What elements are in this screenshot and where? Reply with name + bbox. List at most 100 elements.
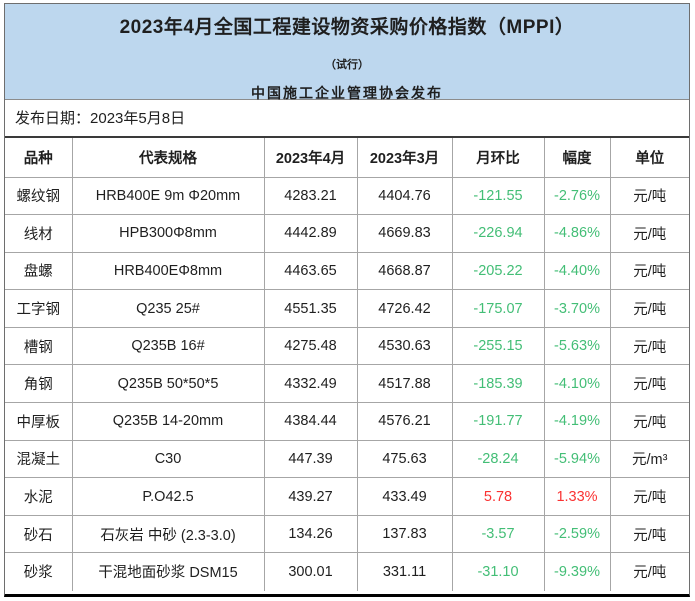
unit-cell: 元/吨 bbox=[609, 552, 689, 591]
variety-cell: 混凝土 bbox=[5, 439, 73, 479]
mom-change-cell: -185.39 bbox=[451, 364, 545, 404]
col-header-variety: 品种 bbox=[5, 138, 73, 178]
unit-cell: 元/吨 bbox=[609, 477, 689, 516]
price-apr-cell: 4551.35 bbox=[263, 289, 358, 328]
variety-cell: 线材 bbox=[5, 214, 73, 253]
change-pct-cell: -4.86% bbox=[543, 214, 611, 253]
change-pct-cell: -5.94% bbox=[543, 439, 611, 479]
price-mar-cell: 4576.21 bbox=[356, 402, 453, 441]
col-header-apr: 2023年4月 bbox=[263, 138, 358, 178]
price-mar-cell: 4668.87 bbox=[356, 251, 453, 291]
unit-cell: 元/吨 bbox=[609, 214, 689, 253]
change-pct-cell: -5.63% bbox=[543, 326, 611, 366]
change-pct-cell: -2.76% bbox=[543, 176, 611, 216]
price-apr-cell: 4275.48 bbox=[263, 326, 358, 366]
table-row: 盘螺 HRB400EΦ8mm 4463.65 4668.87 -205.22 -… bbox=[5, 251, 689, 291]
price-apr-cell: 134.26 bbox=[263, 514, 358, 554]
unit-cell: 元/m³ bbox=[609, 439, 689, 479]
col-header-unit: 单位 bbox=[609, 138, 689, 178]
change-pct-cell: -2.59% bbox=[543, 514, 611, 554]
mom-change-cell: -175.07 bbox=[451, 289, 545, 328]
price-mar-cell: 4726.42 bbox=[356, 289, 453, 328]
mom-change-cell: -226.94 bbox=[451, 214, 545, 253]
mom-change-cell: -121.55 bbox=[451, 176, 545, 216]
table-row: 线材 HPB300Φ8mm 4442.89 4669.83 -226.94 -4… bbox=[5, 214, 689, 253]
spec-cell: Q235 25# bbox=[71, 289, 265, 328]
unit-cell: 元/吨 bbox=[609, 326, 689, 366]
table-row: 螺纹钢 HRB400E 9m Φ20mm 4283.21 4404.76 -12… bbox=[5, 176, 689, 216]
change-pct-cell: -9.39% bbox=[543, 552, 611, 591]
table-row: 槽钢 Q235B 16# 4275.48 4530.63 -255.15 -5.… bbox=[5, 326, 689, 366]
price-mar-cell: 4404.76 bbox=[356, 176, 453, 216]
spec-cell: Q235B 14-20mm bbox=[71, 402, 265, 441]
trial-subtitle: （试行） bbox=[325, 58, 369, 71]
price-mar-cell: 4517.88 bbox=[356, 364, 453, 404]
change-pct-cell: -4.40% bbox=[543, 251, 611, 291]
mom-change-cell: 5.78 bbox=[451, 477, 545, 516]
variety-cell: 水泥 bbox=[5, 477, 73, 516]
variety-cell: 螺纹钢 bbox=[5, 176, 73, 216]
mom-change-cell: -205.22 bbox=[451, 251, 545, 291]
price-mar-cell: 137.83 bbox=[356, 514, 453, 554]
spec-cell: P.O42.5 bbox=[71, 477, 265, 516]
variety-cell: 盘螺 bbox=[5, 251, 73, 291]
price-apr-cell: 4384.44 bbox=[263, 402, 358, 441]
price-apr-cell: 4332.49 bbox=[263, 364, 358, 404]
price-apr-cell: 439.27 bbox=[263, 477, 358, 516]
mom-change-cell: -3.57 bbox=[451, 514, 545, 554]
table-row: 砂浆 干混地面砂浆 DSM15 300.01 331.11 -31.10 -9.… bbox=[5, 552, 689, 591]
publisher-line: 中国施工企业管理协会发布 bbox=[251, 86, 443, 102]
price-mar-cell: 475.63 bbox=[356, 439, 453, 479]
spec-cell: HRB400EΦ8mm bbox=[71, 251, 265, 291]
publish-date-row: 发布日期：2023年5月8日 bbox=[5, 100, 689, 138]
table-row: 工字钢 Q235 25# 4551.35 4726.42 -175.07 -3.… bbox=[5, 289, 689, 328]
unit-cell: 元/吨 bbox=[609, 364, 689, 404]
page-title: 2023年4月全国工程建设物资采购价格指数（MPPI） bbox=[119, 17, 575, 38]
price-index-table: 品种 代表规格 2023年4月 2023年3月 月环比 幅度 单位 螺纹钢 HR… bbox=[5, 138, 689, 591]
report-banner: 2023年4月全国工程建设物资采购价格指数（MPPI） （试行） 中国施工企业管… bbox=[5, 4, 689, 102]
variety-cell: 角钢 bbox=[5, 364, 73, 404]
spec-cell: C30 bbox=[71, 439, 265, 479]
variety-cell: 砂浆 bbox=[5, 552, 73, 591]
change-pct-cell: -4.10% bbox=[543, 364, 611, 404]
variety-cell: 中厚板 bbox=[5, 402, 73, 441]
table-header-row: 品种 代表规格 2023年4月 2023年3月 月环比 幅度 单位 bbox=[5, 138, 689, 178]
unit-cell: 元/吨 bbox=[609, 289, 689, 328]
unit-cell: 元/吨 bbox=[609, 514, 689, 554]
change-pct-cell: 1.33% bbox=[543, 477, 611, 516]
spec-cell: Q235B 50*50*5 bbox=[71, 364, 265, 404]
col-header-spec: 代表规格 bbox=[71, 138, 265, 178]
unit-cell: 元/吨 bbox=[609, 251, 689, 291]
mom-change-cell: -28.24 bbox=[451, 439, 545, 479]
change-pct-cell: -4.19% bbox=[543, 402, 611, 441]
spec-cell: 干混地面砂浆 DSM15 bbox=[71, 552, 265, 591]
spec-cell: Q235B 16# bbox=[71, 326, 265, 366]
variety-cell: 槽钢 bbox=[5, 326, 73, 366]
price-apr-cell: 4463.65 bbox=[263, 251, 358, 291]
col-header-mom: 月环比 bbox=[451, 138, 545, 178]
spec-cell: HRB400E 9m Φ20mm bbox=[71, 176, 265, 216]
table-row: 砂石 石灰岩 中砂 (2.3-3.0) 134.26 137.83 -3.57 … bbox=[5, 514, 689, 554]
price-mar-cell: 331.11 bbox=[356, 552, 453, 591]
publish-date-value: 2023年5月8日 bbox=[90, 110, 186, 127]
variety-cell: 砂石 bbox=[5, 514, 73, 554]
price-apr-cell: 4283.21 bbox=[263, 176, 358, 216]
table-row: 中厚板 Q235B 14-20mm 4384.44 4576.21 -191.7… bbox=[5, 402, 689, 441]
unit-cell: 元/吨 bbox=[609, 402, 689, 441]
price-apr-cell: 447.39 bbox=[263, 439, 358, 479]
table-row: 混凝土 C30 447.39 475.63 -28.24 -5.94% 元/m³ bbox=[5, 439, 689, 479]
variety-cell: 工字钢 bbox=[5, 289, 73, 328]
price-mar-cell: 433.49 bbox=[356, 477, 453, 516]
unit-cell: 元/吨 bbox=[609, 176, 689, 216]
change-pct-cell: -3.70% bbox=[543, 289, 611, 328]
col-header-mar: 2023年3月 bbox=[356, 138, 453, 178]
price-apr-cell: 4442.89 bbox=[263, 214, 358, 253]
publish-date-label: 发布日期： bbox=[15, 110, 91, 127]
mom-change-cell: -255.15 bbox=[451, 326, 545, 366]
price-mar-cell: 4669.83 bbox=[356, 214, 453, 253]
mom-change-cell: -191.77 bbox=[451, 402, 545, 441]
price-mar-cell: 4530.63 bbox=[356, 326, 453, 366]
spec-cell: HPB300Φ8mm bbox=[71, 214, 265, 253]
mom-change-cell: -31.10 bbox=[451, 552, 545, 591]
col-header-pct: 幅度 bbox=[543, 138, 611, 178]
